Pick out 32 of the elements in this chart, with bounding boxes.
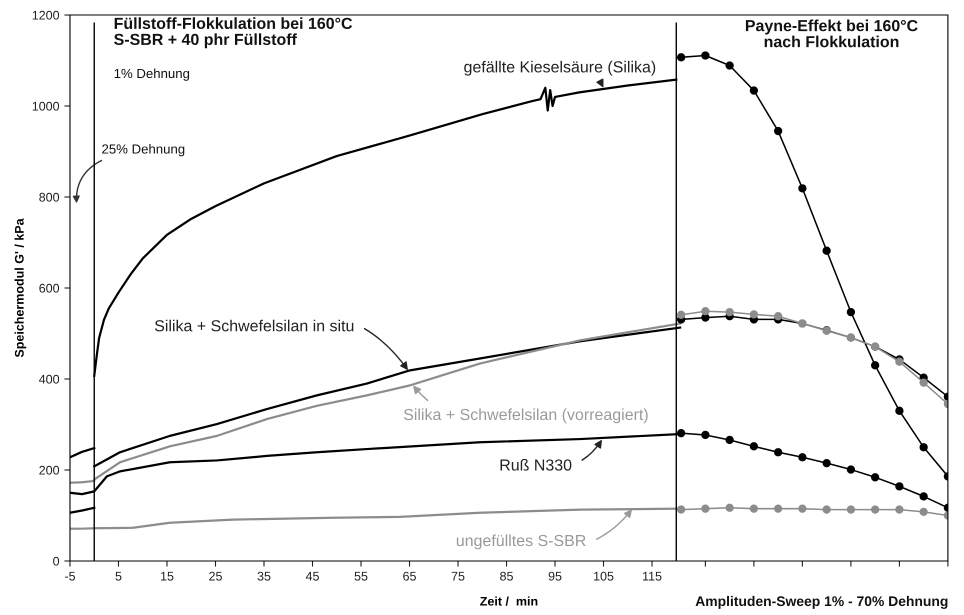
- x-tick-label: 105: [594, 572, 614, 581]
- annotation: Silika + Schwefelsilan (vorreagiert): [404, 408, 648, 424]
- annotation: Ruß N330: [500, 458, 572, 471]
- x-tick-label: 55: [354, 572, 368, 581]
- x-axis-title: Zeit / min: [480, 596, 538, 606]
- x-tick-label: 15: [160, 572, 174, 581]
- y-tick-label: 1000: [32, 102, 60, 111]
- y-tick-label: 0: [53, 556, 60, 566]
- annotation: Payne-Effekt bei 160°C nach Flokkulation: [746, 20, 918, 48]
- y-tick-label: 600: [39, 284, 60, 293]
- y-tick-label: 400: [39, 374, 60, 384]
- x-tick-label: 115: [643, 572, 662, 581]
- annotation: Füllstoff-Flokkulation bei 160°C S-SBR + 40 phr Füllstoff: [114, 17, 352, 48]
- annotation: Silika + Schwefelsilan in situ: [154, 320, 354, 332]
- annotation: ungefülltes S-SBR: [456, 534, 586, 550]
- annotation: gefällte Kieselsäure (Silika): [464, 60, 656, 76]
- x-tick-label: -5: [64, 572, 76, 581]
- y-tick-label: 1200: [32, 10, 60, 20]
- annotation: 1% Dehnung: [114, 68, 190, 81]
- y-tick-label: 800: [39, 192, 60, 202]
- x-tick-label: 25: [209, 572, 222, 581]
- annotation: 25% Dehnung: [102, 144, 184, 156]
- x-tick-label: 65: [403, 572, 416, 581]
- x-tick-label: 85: [500, 572, 513, 581]
- x-tick-label: 5: [116, 572, 122, 581]
- x-tick-label: 35: [258, 572, 270, 581]
- y-axis-title: Speichermodul G' / kPa: [14, 218, 26, 358]
- x-tick-label: 75: [452, 572, 464, 581]
- x-tick-label: 45: [306, 572, 319, 581]
- text: Amplituden-Sweep 1% - 70% Dehnung: [696, 596, 948, 609]
- x-tick-label: 95: [548, 572, 562, 581]
- y-tick-label: 200: [39, 466, 60, 475]
